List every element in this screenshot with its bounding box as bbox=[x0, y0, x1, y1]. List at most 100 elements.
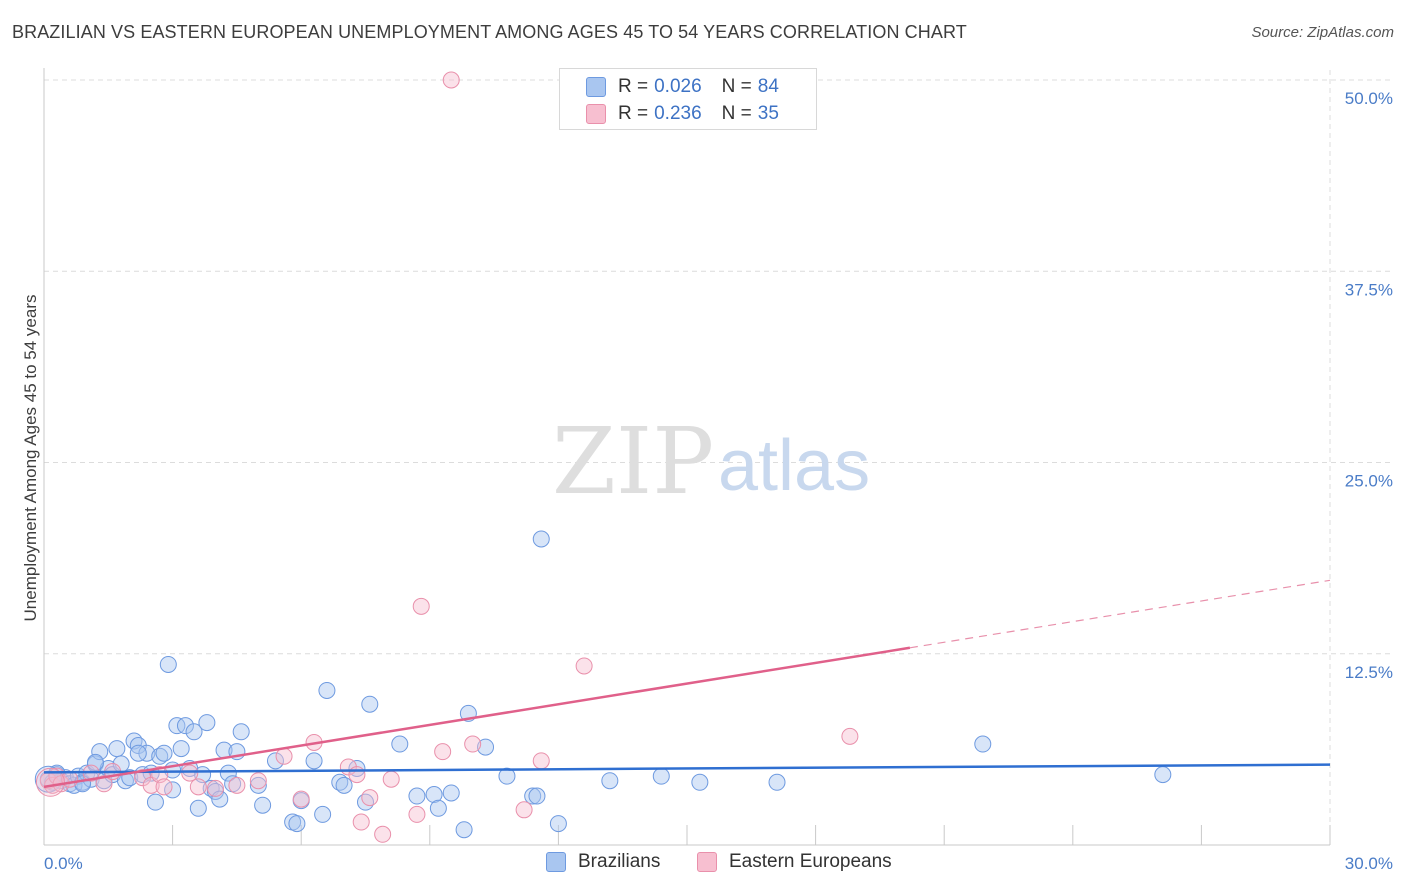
data-point bbox=[249, 776, 267, 794]
legend-n-label: N = bbox=[721, 103, 752, 124]
legend-row-brazilians: R = 0.026 N = 84 bbox=[586, 75, 779, 99]
legend-r-label: R = bbox=[618, 103, 649, 124]
y-tick-labels: 12.5% 25.0% 37.5% 50.0% bbox=[1345, 89, 1393, 682]
y-tick-label: 25.0% bbox=[1345, 472, 1393, 491]
data-point bbox=[974, 735, 992, 753]
data-point bbox=[288, 815, 306, 833]
data-point bbox=[168, 717, 186, 735]
data-point bbox=[768, 773, 786, 791]
data-point bbox=[575, 657, 593, 675]
data-point bbox=[198, 714, 216, 732]
data-point bbox=[91, 743, 109, 761]
data-point bbox=[348, 760, 366, 777]
x-tick-labels: 0.0% 30.0% bbox=[44, 854, 1393, 873]
legend-n-value: 35 bbox=[757, 103, 779, 124]
data-point bbox=[652, 767, 670, 785]
axes bbox=[43, 68, 1331, 846]
data-point bbox=[412, 597, 430, 615]
correlation-legend: R = 0.026 N = 84 R = 0.236 N = 35 bbox=[559, 68, 817, 130]
data-point bbox=[429, 799, 447, 817]
data-point bbox=[601, 772, 619, 790]
data-point bbox=[305, 752, 323, 770]
data-point bbox=[455, 821, 473, 839]
data-point bbox=[232, 723, 250, 741]
source-label: Source: ZipAtlas.com bbox=[1251, 24, 1394, 41]
data-point bbox=[189, 799, 207, 817]
data-point bbox=[691, 773, 709, 791]
data-point bbox=[1154, 766, 1172, 784]
watermark: ZIP atlas bbox=[552, 408, 870, 515]
legend-item-brazilians[interactable]: Brazilians bbox=[546, 851, 660, 873]
legend-r-value: 0.026 bbox=[654, 76, 702, 97]
grid-lines bbox=[44, 70, 1390, 845]
legend-row-eastern-europeans: R = 0.236 N = 35 bbox=[586, 102, 779, 126]
y-tick-label: 50.0% bbox=[1345, 89, 1393, 108]
data-point bbox=[318, 681, 336, 699]
data-point bbox=[129, 744, 147, 762]
y-tick-label: 37.5% bbox=[1345, 280, 1393, 299]
legend-label-brazilians: Brazilians bbox=[578, 851, 661, 872]
data-point bbox=[515, 801, 533, 819]
trend-line-eastern-europeans-projection bbox=[909, 579, 1331, 649]
data-point bbox=[211, 790, 229, 808]
legend-r-value: 0.236 bbox=[654, 103, 702, 124]
series-eastern-europeans bbox=[35, 71, 859, 843]
series-brazilians bbox=[34, 530, 1172, 839]
trend-line-brazilians bbox=[43, 763, 1331, 774]
data-point bbox=[549, 815, 567, 833]
data-point bbox=[159, 655, 177, 673]
legend-label-eastern-europeans: Eastern Europeans bbox=[729, 851, 892, 872]
data-point bbox=[181, 764, 199, 782]
chart-title: BRAZILIAN VS EASTERN EUROPEAN UNEMPLOYME… bbox=[12, 22, 967, 42]
legend-n-label: N = bbox=[721, 76, 752, 97]
data-point bbox=[408, 805, 426, 823]
data-point bbox=[532, 530, 550, 548]
data-point bbox=[275, 747, 293, 765]
data-point bbox=[146, 793, 164, 811]
legend-swatch-eastern-europeans bbox=[586, 104, 606, 124]
data-point bbox=[266, 752, 284, 770]
data-point bbox=[155, 778, 173, 796]
data-point bbox=[361, 789, 379, 807]
data-point bbox=[254, 796, 272, 814]
legend-item-eastern-europeans[interactable]: Eastern Europeans bbox=[697, 851, 892, 873]
trend-line-eastern-europeans bbox=[43, 646, 911, 789]
data-point bbox=[314, 805, 332, 823]
data-point bbox=[434, 743, 452, 761]
trend-lines bbox=[43, 579, 1331, 789]
data-point bbox=[391, 735, 409, 753]
data-point bbox=[335, 776, 353, 794]
data-point bbox=[408, 787, 426, 805]
data-point bbox=[382, 770, 400, 788]
legend-swatch-brazilians bbox=[586, 77, 606, 97]
x-tick-label: 30.0% bbox=[1345, 854, 1393, 873]
data-point bbox=[249, 772, 267, 790]
data-point bbox=[524, 787, 542, 805]
data-point bbox=[361, 695, 379, 713]
data-point bbox=[189, 778, 207, 796]
data-point bbox=[532, 752, 550, 770]
data-point bbox=[86, 753, 104, 771]
data-point bbox=[108, 740, 126, 758]
watermark-atlas: atlas bbox=[718, 426, 870, 506]
legend-n-value: 84 bbox=[757, 76, 779, 97]
y-axis-label: Unemployment Among Ages 45 to 54 years bbox=[21, 295, 40, 622]
data-point bbox=[155, 744, 173, 762]
data-point bbox=[442, 784, 460, 802]
data-point bbox=[219, 764, 237, 782]
data-point bbox=[172, 740, 190, 758]
data-point bbox=[528, 787, 546, 805]
data-point bbox=[348, 766, 366, 784]
legend-r-label: R = bbox=[618, 76, 649, 97]
legend-swatch-brazilians bbox=[546, 852, 566, 872]
legend-swatch-eastern-europeans bbox=[697, 852, 717, 872]
data-point bbox=[95, 775, 113, 793]
y-tick-label: 12.5% bbox=[1345, 663, 1393, 682]
data-point bbox=[477, 738, 495, 756]
data-point bbox=[228, 776, 246, 794]
data-point bbox=[352, 813, 370, 831]
data-point bbox=[176, 717, 194, 735]
watermark-zip: ZIP bbox=[552, 408, 714, 515]
data-point bbox=[498, 767, 516, 785]
